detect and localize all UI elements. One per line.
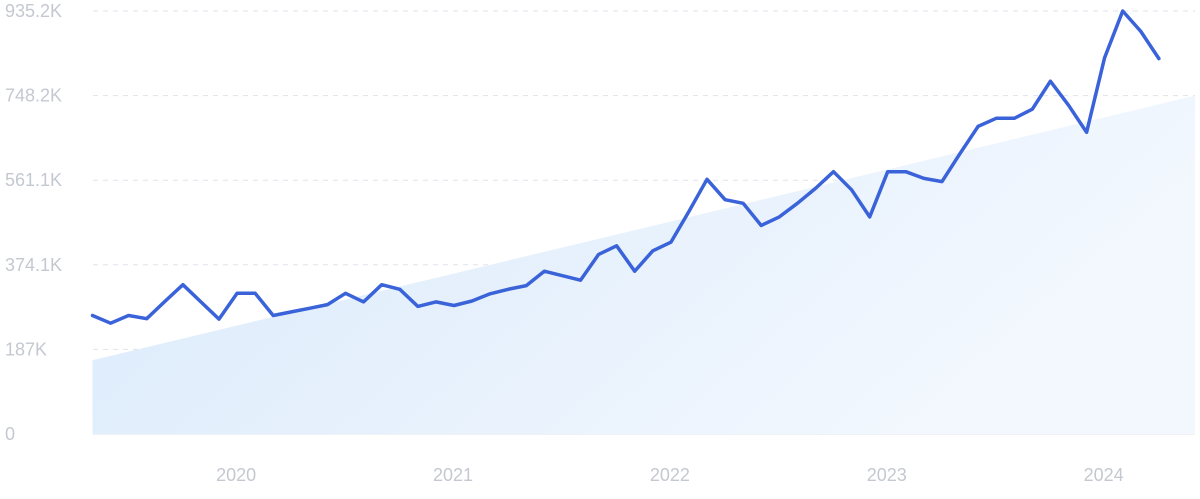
y-axis-ticks: 0 187K 374.1K 561.1K 748.2K 935.2K — [5, 1, 62, 444]
y-tick-label: 187K — [5, 339, 47, 359]
series-line — [90, 9, 1161, 325]
x-tick-label: 2020 — [216, 465, 256, 485]
y-tick-label: 748.2K — [5, 86, 62, 106]
y-tick-label: 374.1K — [5, 255, 62, 275]
x-tick-label: 2022 — [650, 465, 690, 485]
x-tick-label: 2021 — [433, 465, 473, 485]
y-tick-label: 0 — [5, 424, 15, 444]
trend-area — [92, 95, 1195, 435]
x-tick-label: 2023 — [867, 465, 907, 485]
x-axis-ticks: 2020 2021 2022 2023 2024 — [216, 465, 1124, 485]
trend-area-fill — [92, 95, 1195, 435]
y-tick-label: 935.2K — [5, 1, 62, 21]
series-layer — [90, 9, 1161, 325]
y-tick-label: 561.1K — [5, 170, 62, 190]
x-tick-label: 2024 — [1084, 465, 1124, 485]
